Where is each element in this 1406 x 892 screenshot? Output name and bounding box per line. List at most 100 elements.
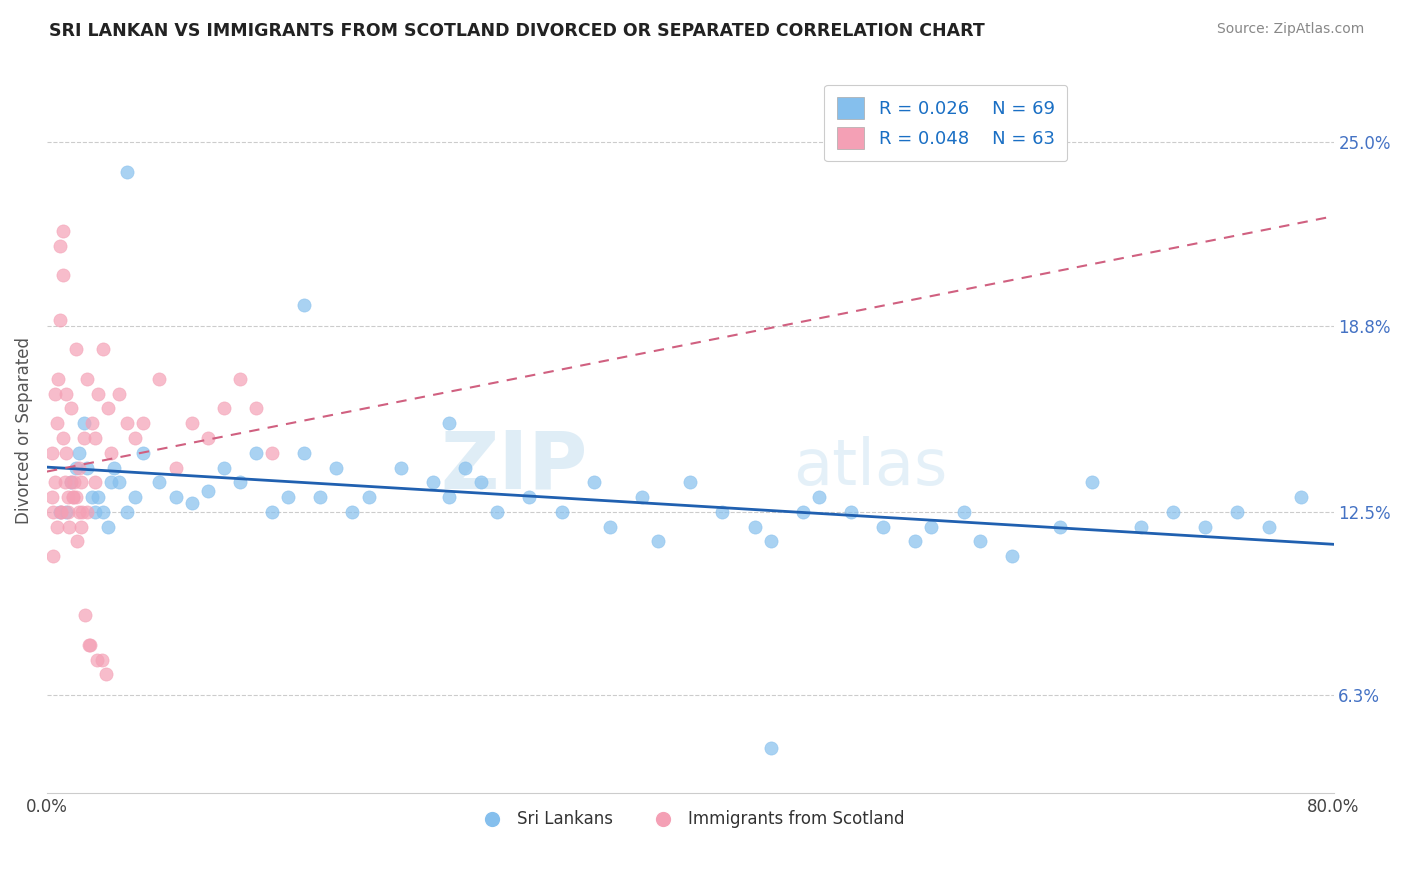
Point xyxy=(91,505,114,519)
Point xyxy=(229,475,252,490)
Point xyxy=(180,416,202,430)
Point xyxy=(470,475,492,490)
Point xyxy=(58,519,80,533)
Point xyxy=(342,505,364,519)
Point xyxy=(65,460,87,475)
Point xyxy=(1194,519,1216,533)
Point xyxy=(647,534,669,549)
Point xyxy=(60,401,83,416)
Point xyxy=(87,386,110,401)
Point xyxy=(212,460,235,475)
Point xyxy=(792,505,814,519)
Point xyxy=(920,519,942,533)
Point xyxy=(75,608,97,623)
Point xyxy=(904,534,927,549)
Point xyxy=(76,460,98,475)
Point xyxy=(67,505,90,519)
Point xyxy=(759,741,782,756)
Point xyxy=(389,460,412,475)
Point xyxy=(52,268,75,283)
Point xyxy=(62,490,84,504)
Point xyxy=(711,505,734,519)
Text: SRI LANKAN VS IMMIGRANTS FROM SCOTLAND DIVORCED OR SEPARATED CORRELATION CHART: SRI LANKAN VS IMMIGRANTS FROM SCOTLAND D… xyxy=(49,22,986,40)
Point xyxy=(807,490,830,504)
Point xyxy=(52,431,75,445)
Point xyxy=(260,505,283,519)
Point xyxy=(197,484,219,499)
Point xyxy=(422,475,444,490)
Point xyxy=(42,505,65,519)
Point xyxy=(148,372,170,386)
Point xyxy=(550,505,572,519)
Point xyxy=(839,505,862,519)
Point xyxy=(582,475,605,490)
Point xyxy=(65,490,87,504)
Point xyxy=(277,490,299,504)
Point xyxy=(108,475,131,490)
Point xyxy=(55,446,77,460)
Point xyxy=(76,505,98,519)
Point xyxy=(49,505,72,519)
Point xyxy=(66,534,89,549)
Point xyxy=(52,224,75,238)
Point xyxy=(132,446,155,460)
Point xyxy=(49,312,72,326)
Point xyxy=(72,505,94,519)
Point xyxy=(229,372,252,386)
Point xyxy=(86,653,108,667)
Point xyxy=(292,446,315,460)
Point xyxy=(67,446,90,460)
Point xyxy=(42,549,65,564)
Point xyxy=(80,416,103,430)
Point xyxy=(69,475,91,490)
Point xyxy=(87,490,110,504)
Point xyxy=(117,416,139,430)
Point xyxy=(79,638,101,652)
Point xyxy=(44,386,66,401)
Point xyxy=(679,475,702,490)
Point xyxy=(60,475,83,490)
Point xyxy=(103,460,125,475)
Point xyxy=(84,475,107,490)
Point xyxy=(117,165,139,179)
Point xyxy=(454,460,477,475)
Point xyxy=(148,475,170,490)
Point xyxy=(1258,519,1281,533)
Point xyxy=(51,505,73,519)
Point xyxy=(65,343,87,357)
Point xyxy=(132,416,155,430)
Point xyxy=(77,638,100,652)
Point xyxy=(60,475,83,490)
Point xyxy=(51,505,73,519)
Point xyxy=(67,460,90,475)
Point xyxy=(46,372,69,386)
Point xyxy=(245,446,267,460)
Point xyxy=(41,446,63,460)
Point xyxy=(1001,549,1024,564)
Point xyxy=(55,386,77,401)
Point xyxy=(486,505,509,519)
Point xyxy=(1291,490,1313,504)
Point xyxy=(45,519,67,533)
Point xyxy=(437,490,460,504)
Point xyxy=(80,490,103,504)
Point xyxy=(872,519,894,533)
Point xyxy=(53,475,76,490)
Point xyxy=(1049,519,1071,533)
Y-axis label: Divorced or Separated: Divorced or Separated xyxy=(15,337,32,524)
Point xyxy=(91,343,114,357)
Text: ZIP: ZIP xyxy=(440,428,588,506)
Text: atlas: atlas xyxy=(793,436,948,498)
Point xyxy=(1081,475,1104,490)
Point xyxy=(952,505,974,519)
Point xyxy=(325,460,347,475)
Point xyxy=(309,490,332,504)
Point xyxy=(49,239,72,253)
Point xyxy=(117,505,139,519)
Point xyxy=(124,490,146,504)
Point xyxy=(180,496,202,510)
Point xyxy=(56,490,79,504)
Point xyxy=(63,475,86,490)
Point xyxy=(357,490,380,504)
Point xyxy=(260,446,283,460)
